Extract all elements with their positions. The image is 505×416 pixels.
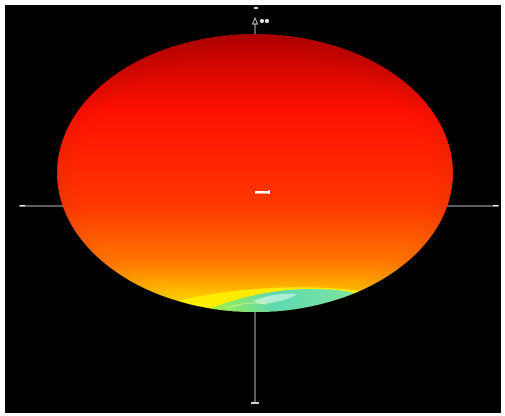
axis-top-arrow-icon — [251, 7, 259, 28]
viewer-control-dots-icon[interactable] — [260, 19, 269, 23]
axis-lines — [19, 27, 499, 404]
center-marker — [255, 190, 270, 194]
3d-scene[interactable] — [5, 5, 501, 413]
rendered-surface[interactable] — [57, 34, 453, 315]
3d-viewport[interactable] — [5, 5, 501, 413]
